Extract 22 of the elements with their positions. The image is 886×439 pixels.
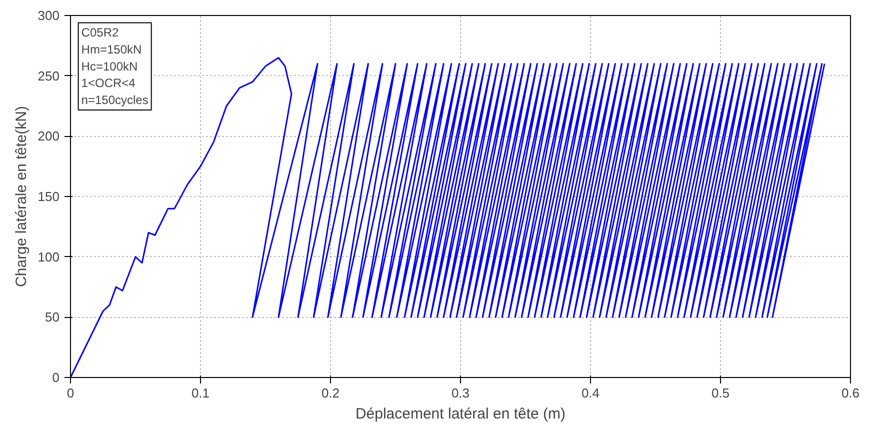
x-tick-label: 0.6 [841,386,860,400]
annotation: Hc=100kN [81,59,138,74]
x-tick-label: 0.2 [321,386,340,400]
x-tick-label: 0.5 [711,386,730,400]
y-tick-label: 0 [52,370,60,385]
y-tick-label: 250 [38,68,60,84]
x-tick-label: 0 [66,386,74,400]
annotation: n=150cycles [81,92,148,107]
y-tick-label: 50 [45,310,60,325]
annotation: C05R2 [81,26,119,40]
line-series [70,56,826,378]
annotation: 1<OCR<4 [81,76,136,90]
y-tick-label: 200 [38,128,60,144]
x-tick-label: 0.3 [451,386,470,400]
y-tick-label: 300 [38,8,60,23]
y-tick-label: 100 [38,249,60,264]
annotation: Hm=150kN [81,42,142,57]
x-axis-title: Déplacement latéral en tête (m) [355,406,566,422]
y-tick-label: 150 [38,189,60,204]
x-tick-label: 0.1 [191,386,210,400]
y-axis-title: Charge latérale en tête(kN) [12,106,30,287]
x-tick-label: 0.4 [581,386,600,400]
